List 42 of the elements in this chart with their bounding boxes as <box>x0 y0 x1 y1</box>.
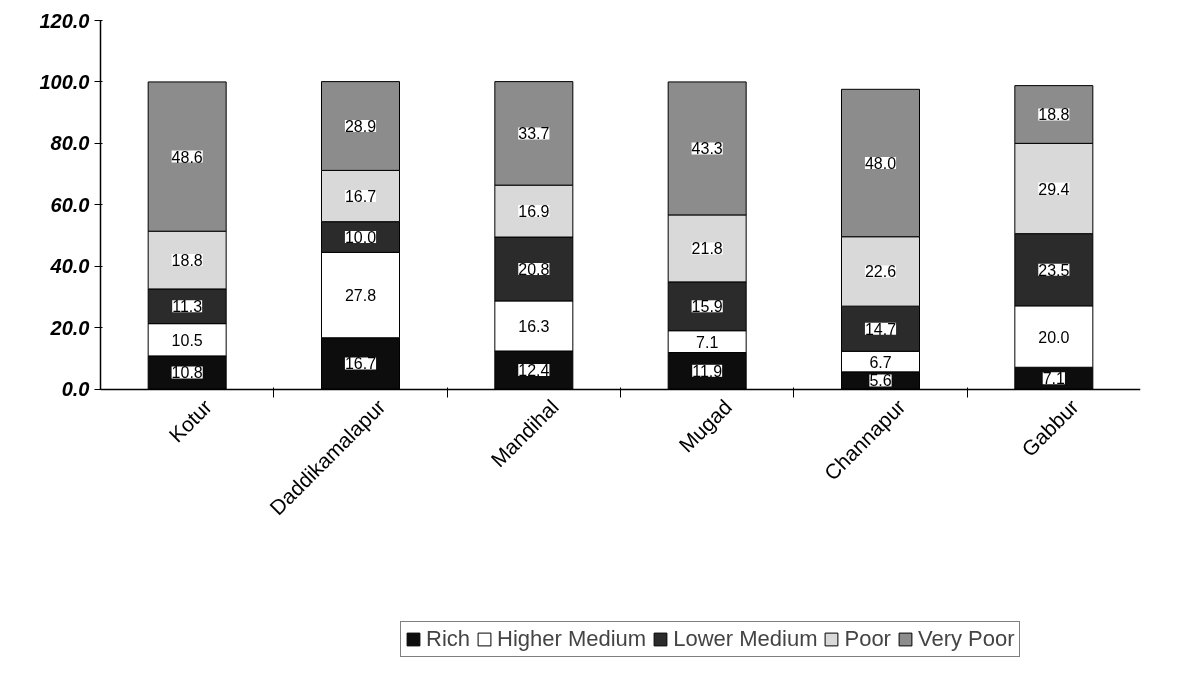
data-label: 16.9 <box>518 203 550 221</box>
data-label: 16.7 <box>344 188 377 206</box>
data-label: 28.9 <box>344 118 377 135</box>
data-label: 14.7 <box>864 320 897 338</box>
data-label: 11.3 <box>172 298 203 316</box>
data-label: 48.6 <box>171 148 203 166</box>
legend-label: Poor <box>844 626 891 652</box>
data-label: 10.0 <box>344 229 377 247</box>
data-label: 7.1 <box>696 333 719 351</box>
data-label: 43.3 <box>691 140 723 158</box>
legend-label: Lower Medium <box>673 626 818 652</box>
data-label: 16.7 <box>344 355 377 373</box>
data-label: 11.9 <box>692 362 723 380</box>
data-label: 7.1 <box>1042 370 1066 388</box>
data-label: 20.8 <box>518 260 550 278</box>
y-tick-label: 40.0 <box>49 255 90 278</box>
y-tick-label: 80.0 <box>50 132 90 155</box>
data-label: 27.8 <box>344 287 377 305</box>
data-label: 16.3 <box>518 317 550 335</box>
y-tick-label: 100.0 <box>39 70 90 93</box>
legend-label: Rich <box>426 626 471 652</box>
data-label: 18.8 <box>1038 106 1070 124</box>
y-tick-label: 20.0 <box>49 316 90 339</box>
data-label: 33.7 <box>518 125 550 143</box>
legend-label: Higher Medium <box>497 626 647 652</box>
data-label: 10.5 <box>171 331 203 349</box>
data-label: 18.8 <box>171 252 203 270</box>
data-label: 48.0 <box>864 155 897 173</box>
data-label: 23.5 <box>1038 261 1070 279</box>
legend-label: Very Poor <box>917 626 1015 652</box>
data-label: 10.8 <box>171 364 203 382</box>
y-tick-label: 0.0 <box>61 378 90 401</box>
data-label: 29.4 <box>1038 180 1070 198</box>
y-tick-label: 60.0 <box>50 193 90 216</box>
data-label: 21.8 <box>691 240 723 258</box>
data-label: 20.0 <box>1038 328 1070 346</box>
data-label: 22.6 <box>864 263 897 281</box>
data-label: 15.9 <box>691 298 723 316</box>
y-tick-label: 120.0 <box>39 9 90 32</box>
data-label: 12.4 <box>518 362 550 380</box>
data-label: 6.7 <box>869 353 892 371</box>
data-label: 5.6 <box>869 372 892 390</box>
